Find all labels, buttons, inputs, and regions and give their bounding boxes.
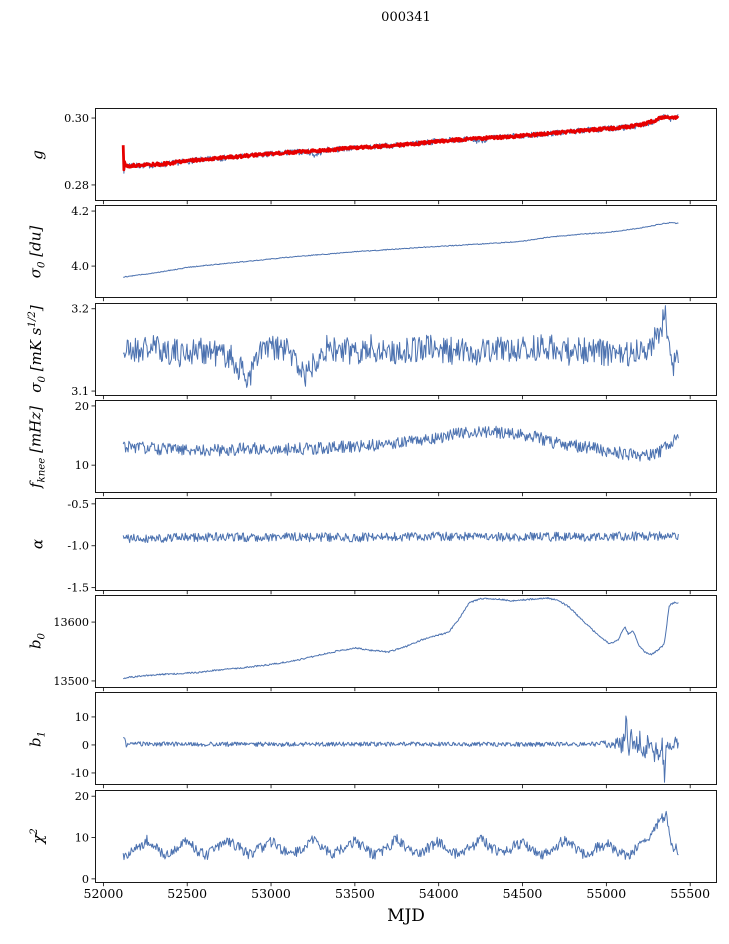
series-sigma0-mk: [122, 304, 679, 388]
subplot-canvas: 13500 13600: [53, 595, 717, 692]
series-sigma0-du: [123, 222, 679, 279]
y-tick-label: -0.5: [67, 497, 89, 510]
y-axis-label: χ2: [29, 828, 47, 845]
x-tick-label: 52500: [167, 886, 208, 901]
series-gain-smoothed: [121, 114, 680, 172]
subplot-4: -1.5 -1.0 -0.5 α: [0, 497, 729, 594]
x-tick-label: 55500: [670, 886, 711, 901]
subplot-canvas: 0.28 0.30: [64, 108, 717, 205]
x-tick-label: 54500: [502, 886, 543, 901]
x-tick-label: 54000: [418, 886, 459, 901]
y-tick-label: 10: [75, 831, 89, 844]
y-axis-label: fknee [mHz]: [26, 405, 48, 488]
axes-frame: [95, 400, 717, 494]
axes-frame: [95, 302, 717, 396]
y-tick-label: 3.1: [71, 385, 89, 398]
y-tick-label: 4.2: [71, 205, 89, 218]
y-tick-label: 0.30: [64, 112, 89, 125]
axes-frame: [95, 205, 717, 299]
subplot-1: 4.0 4.2 σ0 [du]: [0, 205, 729, 302]
x-tick-label: 52000: [83, 886, 124, 901]
x-tick-label: 53000: [251, 886, 291, 901]
x-axis-tick-labels: 52000 52500 53000 53500 54000 54500 55000 55500: [0, 886, 729, 904]
subplot-3: 10 20 fknee [mHz]: [0, 400, 729, 497]
y-tick-label: 20: [75, 400, 89, 413]
y-tick-label: 10: [75, 711, 89, 724]
series-fknee: [122, 425, 679, 462]
y-axis-label: b0: [26, 633, 48, 650]
subplot-6: -10 0 10 b1: [0, 692, 729, 789]
y-tick-label: -1.5: [67, 581, 89, 594]
y-tick-label: 10: [75, 459, 89, 472]
subplot-canvas: -10 0 10: [71, 692, 717, 789]
y-axis-label: g: [28, 149, 47, 160]
y-tick-label: -10: [71, 767, 89, 780]
x-axis-label: MJD: [387, 906, 425, 926]
axes-frame: [95, 497, 717, 591]
axes-frame: [95, 108, 717, 201]
x-tick-label: 53500: [335, 886, 375, 901]
subplot-canvas: -1.5 -1.0 -0.5: [67, 497, 717, 594]
y-tick-label: 13500: [53, 675, 89, 688]
series-b1: [123, 715, 679, 784]
y-axis-label: σ0 [mK s1/2]: [26, 305, 48, 394]
x-tick-label: 55000: [586, 886, 627, 901]
y-axis-label: b1: [26, 730, 48, 747]
subplot-5: 13500 13600 b0: [0, 595, 729, 692]
subplot-canvas: 3.1 3.2: [71, 302, 717, 399]
subplot-0: 0.28 0.30 g: [0, 108, 729, 205]
y-axis-label: α: [28, 538, 47, 550]
subplot-canvas: 4.0 4.2: [71, 205, 717, 302]
chart-title: 000341: [381, 10, 431, 25]
subplot-2: 3.1 3.2 σ0 [mK s1/2]: [0, 302, 729, 399]
y-tick-label: 0: [82, 873, 89, 886]
y-tick-label: 20: [75, 790, 89, 803]
axes-frame: [95, 692, 717, 786]
y-tick-label: 0: [82, 739, 89, 752]
subplot-stack: 0.28 0.30 g 4.0 4.2 σ0 [du] 3.1 3.2 σ0 [mK s1/2]…: [0, 108, 729, 886]
axes-frame: [95, 789, 717, 883]
series-chi2: [122, 810, 679, 860]
y-tick-label: 4.0: [71, 260, 89, 273]
series-alpha: [122, 530, 679, 543]
y-axis-label: σ0 [du]: [26, 225, 48, 279]
y-tick-label: 13600: [53, 616, 89, 629]
y-tick-label: 3.2: [71, 302, 89, 315]
y-tick-label: 0.28: [64, 179, 89, 192]
subplot-canvas: 10 20: [75, 400, 717, 497]
series-b0: [123, 596, 679, 680]
y-tick-label: -1.0: [67, 539, 89, 552]
subplot-canvas: 0 10 20: [75, 789, 717, 886]
axes-frame: [95, 595, 717, 688]
subplot-7: 0 10 20 χ2: [0, 789, 729, 886]
